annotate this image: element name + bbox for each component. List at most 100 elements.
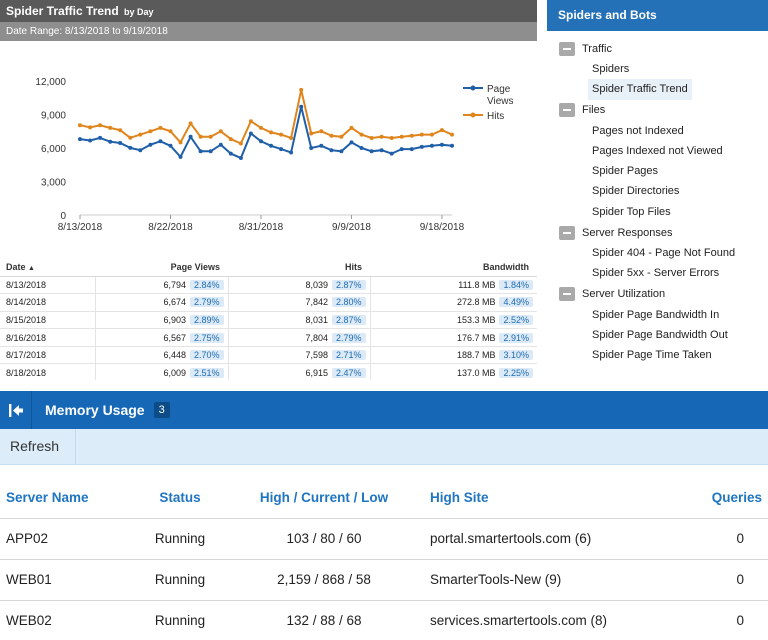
data-point[interactable] bbox=[208, 149, 213, 154]
data-point[interactable] bbox=[339, 134, 344, 139]
data-point[interactable] bbox=[148, 129, 153, 134]
minus-box-icon[interactable] bbox=[559, 103, 575, 118]
data-point[interactable] bbox=[158, 125, 163, 130]
data-point[interactable] bbox=[429, 143, 434, 148]
sidebar-item-spider-page-bandwidth-out[interactable]: Spider Page Bandwidth Out bbox=[547, 325, 768, 345]
data-point[interactable] bbox=[138, 148, 143, 153]
data-point[interactable] bbox=[168, 129, 173, 134]
sidebar-group-traffic[interactable]: Traffic bbox=[547, 38, 768, 59]
data-point[interactable] bbox=[319, 143, 324, 148]
data-point[interactable] bbox=[269, 130, 273, 135]
data-point[interactable] bbox=[88, 125, 93, 130]
data-point[interactable] bbox=[108, 125, 113, 130]
data-point[interactable] bbox=[178, 154, 183, 159]
data-point[interactable] bbox=[248, 119, 253, 124]
col-date-header[interactable]: Date ▲ bbox=[0, 259, 95, 277]
data-point[interactable] bbox=[309, 146, 314, 150]
data-point[interactable] bbox=[299, 104, 304, 109]
data-point[interactable] bbox=[78, 123, 82, 128]
sidebar-item-spiders[interactable]: Spiders bbox=[547, 59, 768, 79]
data-point[interactable] bbox=[379, 134, 384, 139]
data-point[interactable] bbox=[359, 132, 364, 137]
data-point[interactable] bbox=[409, 147, 414, 152]
data-point[interactable] bbox=[269, 143, 273, 148]
data-point[interactable] bbox=[218, 142, 223, 147]
data-point[interactable] bbox=[349, 140, 354, 145]
sidebar-item-spider-top-files[interactable]: Spider Top Files bbox=[547, 202, 768, 222]
col-page-views-header[interactable]: Page Views bbox=[95, 259, 228, 277]
col-high-current-low[interactable]: High / Current / Low bbox=[240, 478, 408, 519]
sidebar-item-pages-not-indexed[interactable]: Pages not Indexed bbox=[547, 121, 768, 141]
sidebar-item-spider-directories[interactable]: Spider Directories bbox=[547, 181, 768, 201]
data-point[interactable] bbox=[369, 136, 374, 140]
sidebar-item-spider-page-bandwidth-in[interactable]: Spider Page Bandwidth In bbox=[547, 305, 768, 325]
data-point[interactable] bbox=[128, 145, 133, 150]
data-point[interactable] bbox=[228, 151, 233, 156]
data-point[interactable] bbox=[279, 132, 284, 137]
data-point[interactable] bbox=[319, 129, 324, 134]
data-point[interactable] bbox=[98, 135, 103, 140]
data-point[interactable] bbox=[439, 128, 444, 133]
data-point[interactable] bbox=[118, 128, 123, 133]
data-point[interactable] bbox=[148, 142, 153, 147]
minus-box-icon[interactable] bbox=[559, 225, 575, 240]
data-point[interactable] bbox=[198, 134, 203, 139]
data-point[interactable] bbox=[339, 149, 344, 154]
sidebar-item-spider-5xx-server-errors[interactable]: Spider 5xx - Server Errors bbox=[547, 263, 768, 283]
col-status[interactable]: Status bbox=[120, 478, 240, 519]
sidebar-item-spider-page-time-taken[interactable]: Spider Page Time Taken bbox=[547, 345, 768, 365]
data-point[interactable] bbox=[399, 147, 404, 152]
data-point[interactable] bbox=[389, 151, 394, 156]
data-point[interactable] bbox=[299, 87, 304, 92]
col-high-site[interactable]: High Site bbox=[408, 478, 678, 519]
data-point[interactable] bbox=[419, 132, 424, 137]
data-point[interactable] bbox=[128, 135, 133, 140]
col-bandwidth-header[interactable]: Bandwidth bbox=[370, 259, 537, 277]
data-point[interactable] bbox=[78, 137, 82, 142]
data-point[interactable] bbox=[450, 132, 454, 137]
data-point[interactable] bbox=[88, 138, 93, 143]
refresh-button[interactable]: Refresh bbox=[0, 429, 76, 464]
data-point[interactable] bbox=[450, 143, 454, 148]
data-point[interactable] bbox=[409, 133, 414, 138]
data-point[interactable] bbox=[118, 141, 123, 145]
data-point[interactable] bbox=[429, 132, 434, 137]
sidebar-item-pages-indexed-not-viewed[interactable]: Pages Indexed not Viewed bbox=[547, 141, 768, 161]
data-point[interactable] bbox=[108, 139, 113, 144]
sidebar-group-server-utilization[interactable]: Server Utilization bbox=[547, 284, 768, 305]
data-point[interactable] bbox=[188, 134, 193, 139]
data-point[interactable] bbox=[238, 156, 243, 160]
data-point[interactable] bbox=[349, 125, 354, 130]
data-point[interactable] bbox=[259, 125, 263, 130]
minus-box-icon[interactable] bbox=[559, 41, 575, 56]
data-point[interactable] bbox=[309, 131, 314, 136]
table-row[interactable]: APP02 Running 103 / 80 / 60 portal.smartert… bbox=[0, 518, 768, 560]
data-point[interactable] bbox=[399, 134, 404, 139]
data-point[interactable] bbox=[359, 146, 364, 150]
table-row[interactable]: WEB01 Running 2,159 / 868 / 58 SmarterTools… bbox=[0, 559, 768, 601]
data-point[interactable] bbox=[259, 139, 263, 144]
data-point[interactable] bbox=[419, 144, 424, 149]
sidebar-group-server-responses[interactable]: Server Responses bbox=[547, 222, 768, 243]
col-queries[interactable]: Queries bbox=[678, 478, 768, 519]
data-point[interactable] bbox=[228, 137, 233, 142]
data-point[interactable] bbox=[238, 141, 243, 146]
sidebar-item-spider-pages[interactable]: Spider Pages bbox=[547, 161, 768, 181]
data-point[interactable] bbox=[439, 142, 444, 147]
data-point[interactable] bbox=[329, 148, 334, 153]
data-point[interactable] bbox=[248, 131, 253, 136]
data-point[interactable] bbox=[98, 123, 103, 128]
sidebar-item-spider-traffic-trend[interactable]: Spider Traffic Trend bbox=[547, 79, 768, 100]
data-point[interactable] bbox=[138, 132, 143, 137]
collapse-button[interactable] bbox=[0, 391, 32, 429]
data-point[interactable] bbox=[208, 134, 213, 139]
data-point[interactable] bbox=[289, 150, 294, 155]
data-point[interactable] bbox=[329, 133, 334, 138]
data-point[interactable] bbox=[198, 149, 203, 154]
data-point[interactable] bbox=[389, 136, 394, 140]
col-hits-header[interactable]: Hits bbox=[228, 259, 370, 277]
data-point[interactable] bbox=[168, 143, 173, 148]
table-row[interactable]: WEB02 Running 132 / 88 / 68 services.smarte… bbox=[0, 600, 768, 640]
data-point[interactable] bbox=[178, 140, 183, 145]
data-point[interactable] bbox=[379, 148, 384, 153]
